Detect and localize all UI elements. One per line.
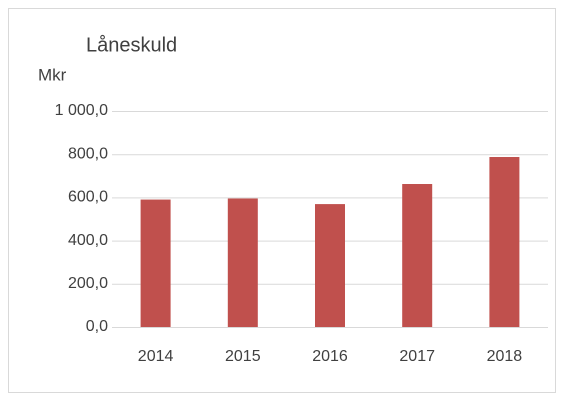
bar bbox=[489, 157, 520, 327]
x-tick-label: 2018 bbox=[487, 348, 523, 365]
bar bbox=[402, 184, 433, 327]
bar bbox=[140, 199, 171, 327]
y-tick-label: 0,0 bbox=[86, 318, 108, 335]
x-tick-label: 2017 bbox=[399, 348, 435, 365]
y-tick-label: 600,0 bbox=[68, 189, 108, 206]
bar bbox=[315, 204, 345, 327]
y-tick-label: 200,0 bbox=[68, 275, 108, 292]
y-axis-label: Mkr bbox=[38, 65, 67, 84]
y-tick-label: 400,0 bbox=[68, 232, 108, 249]
x-tick-label: 2016 bbox=[312, 348, 348, 365]
chart-border bbox=[8, 8, 556, 393]
x-tick-label: 2015 bbox=[225, 348, 261, 365]
y-tick-label: 1 000,0 bbox=[55, 102, 108, 119]
y-tick-label: 800,0 bbox=[68, 145, 108, 162]
chart-title: Låneskuld bbox=[86, 34, 177, 56]
x-tick-label: 2014 bbox=[138, 348, 174, 365]
bar bbox=[227, 198, 258, 327]
